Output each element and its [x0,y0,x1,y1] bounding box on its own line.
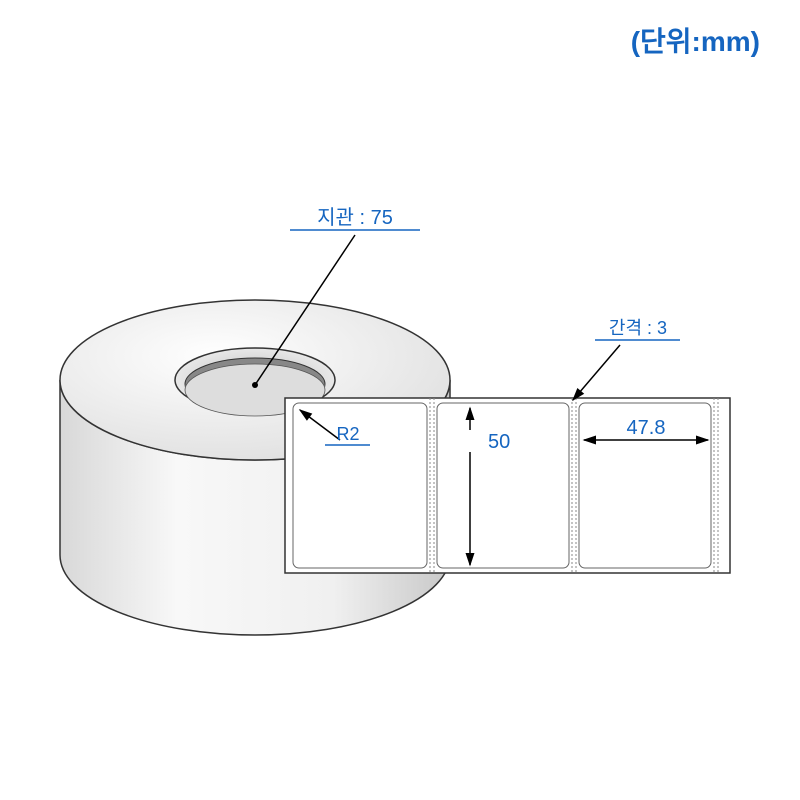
label-2 [437,403,569,568]
width-dimension-label: 47.8 [627,417,666,439]
gap-label: 간격 : 3 [609,318,667,338]
core-diameter-label: 지관 : 75 [317,206,393,229]
corner-radius-label: R2 [336,424,359,444]
unit-label: (단위:mm) [631,20,760,60]
label-1 [293,403,427,568]
gap-leader [573,345,620,400]
height-dimension-label: 50 [488,431,510,453]
label-roll-diagram: 지관 : 75 R2 간격 : 3 50 47.8 [0,0,800,800]
